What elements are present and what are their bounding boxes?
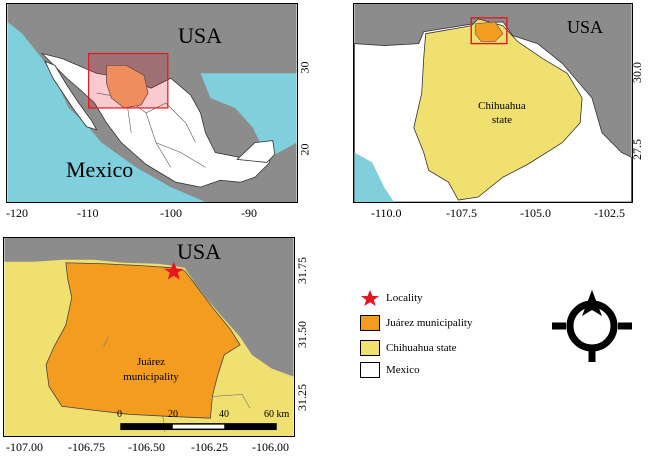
map3-municipality-line2: municipality: [123, 371, 179, 383]
zoom-extent-rectangle: [88, 52, 169, 109]
map1-xtick-3: -100: [160, 206, 182, 220]
map3-xtick-5: -106.00: [252, 440, 289, 454]
gulf-of-california: [354, 152, 394, 202]
map-juarez-svg: [3, 237, 295, 437]
map3-municipality-label: Juárez municipality: [111, 355, 191, 385]
map-chihuahua-state: USA Chihuahua state: [353, 3, 633, 203]
map-juarez-municipality: USA Juárez municipality 0 20 40 60 km: [3, 237, 295, 437]
legend-swatch-chihuahua: [360, 340, 380, 356]
legend-label-mexico: Mexico: [386, 364, 420, 376]
map3-ytick-3: 31.25: [295, 384, 309, 411]
yucatan: [236, 140, 276, 163]
legend-swatch-juarez: [360, 315, 380, 331]
legend-item-juarez: Juárez municipality: [360, 313, 472, 333]
map3-ytick-2: 31.50: [295, 321, 309, 348]
map1-xtick-1: -120: [6, 206, 28, 220]
map3-xtick-2: -106.75: [68, 440, 105, 454]
central-america: [252, 172, 297, 202]
map1-mexico-label: Mexico: [66, 157, 134, 182]
baja-california: [44, 60, 98, 131]
map1-ytick-1: 30: [297, 61, 312, 74]
map1-usa-label: USA: [178, 23, 223, 48]
legend-item-locality: Locality: [360, 288, 423, 308]
legend-item-mexico: Mexico: [360, 360, 420, 380]
map2-state-label: Chihuahua state: [471, 99, 533, 127]
legend-item-chihuahua: Chihuahua state: [360, 338, 457, 358]
scale-bar-white-segment: [172, 424, 225, 429]
map2-state-label-line1: Chihuahua: [478, 100, 526, 112]
scalebar-label-60: 60 km: [264, 409, 290, 420]
map2-usa-label: USA: [567, 17, 604, 37]
map2-xtick-1: -110.0: [371, 206, 402, 220]
legend-label-juarez: Juárez municipality: [386, 317, 473, 329]
map2-ytick-1: 30.0: [630, 62, 644, 83]
map3-xtick-4: -106.25: [191, 440, 228, 454]
locality-star: [163, 261, 184, 280]
chihuahua-state-area: [413, 18, 583, 201]
map2-xtick-3: -105.0: [520, 206, 551, 220]
map1-xtick-4: -90: [241, 206, 257, 220]
juarez-small: [474, 21, 504, 42]
map-chihuahua-svg: [353, 3, 633, 203]
map1-xtick-2: -110: [77, 206, 99, 220]
map2-xtick-4: -102.5: [594, 206, 625, 220]
legend-swatch-mexico: [360, 362, 380, 378]
map2-xtick-2: -107.5: [446, 206, 477, 220]
map3-xtick-3: -106.50: [128, 440, 165, 454]
map3-ytick-1: 31.75: [295, 257, 309, 284]
gulf-of-mexico: [200, 73, 297, 158]
north-arrow-icon: [552, 290, 632, 362]
legend-label-chihuahua: Chihuahua state: [386, 342, 457, 354]
mexico-landmass: [40, 52, 271, 188]
zoom-extent-rectangle-2: [470, 17, 508, 45]
scalebar-label-20: 20: [168, 409, 178, 420]
scale-bar: [120, 423, 277, 431]
pacific-ocean: [7, 21, 206, 202]
scalebar-label-40: 40: [219, 409, 229, 420]
map2-ytick-2: 27.5: [630, 139, 644, 160]
chihuahua-state-small: [106, 64, 149, 109]
usa-region: [4, 238, 294, 377]
map3-xtick-1: -107.00: [6, 440, 43, 454]
scalebar-label-0: 0: [117, 409, 122, 420]
map3-municipality-line1: Juárez: [136, 356, 166, 368]
map2-state-label-line2: state: [491, 114, 513, 126]
map3-usa-label: USA: [177, 239, 222, 264]
juarez-municipality-area: [45, 262, 241, 419]
star-icon: [361, 290, 379, 306]
legend-label-locality: Locality: [386, 292, 423, 304]
map-mexico-overview: USA Mexico: [6, 3, 298, 203]
map1-ytick-2: 20: [297, 143, 312, 156]
map-mexico-svg: [6, 3, 298, 203]
